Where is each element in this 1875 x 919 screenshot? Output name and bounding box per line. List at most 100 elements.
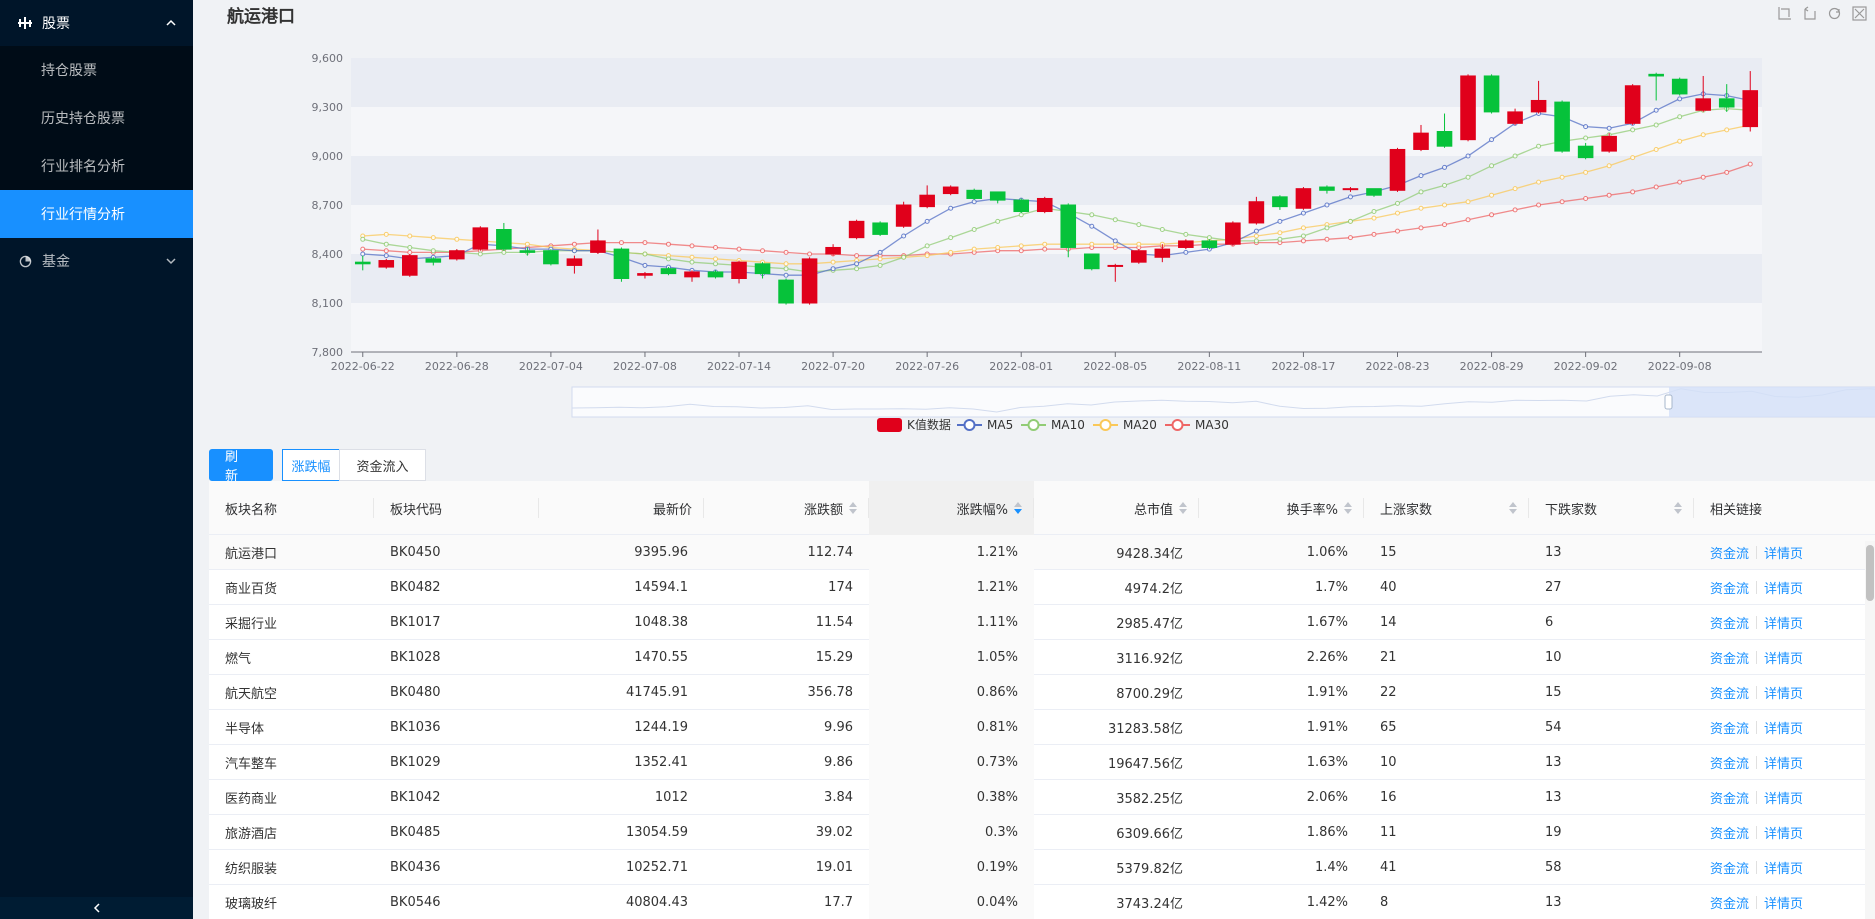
ma30-point bbox=[1536, 202, 1542, 208]
candle-body bbox=[1036, 197, 1053, 213]
table-cell: 19647.56亿 bbox=[1107, 757, 1183, 772]
kline-chart[interactable]: 7,800 8,100 8,400 8,700 9,000 9,300 9,600 2022-… bbox=[209, 0, 1875, 442]
fund-flow-link[interactable]: 资金流 bbox=[1710, 652, 1750, 667]
refresh-button[interactable]: 刷 新 bbox=[209, 449, 273, 484]
detail-page-link[interactable]: 详情页 bbox=[1764, 722, 1804, 737]
tab-fund-flow[interactable]: 资金流入 bbox=[339, 449, 426, 481]
ma30-point bbox=[1559, 199, 1565, 205]
header-turnover-rate[interactable]: 换手率% bbox=[1199, 481, 1364, 535]
detail-page-link[interactable]: 详情页 bbox=[1764, 652, 1804, 667]
fullscreen-icon[interactable] bbox=[1852, 6, 1867, 21]
header-change-percent[interactable]: 涨跌幅% bbox=[869, 481, 1034, 535]
ma10-point bbox=[1206, 235, 1212, 241]
table-row[interactable]: 燃气 BK1028 1470.55 15.29 1.05% 3116.92亿 2.26% 21… bbox=[209, 640, 1875, 675]
ma5-point bbox=[1112, 238, 1118, 244]
restore-icon[interactable] bbox=[1827, 6, 1842, 21]
detail-page-link[interactable]: 详情页 bbox=[1764, 862, 1804, 877]
fund-flow-link[interactable]: 资金流 bbox=[1710, 827, 1750, 842]
sector-table: 板块名称 板块代码 最新价 涨跌额 涨跌幅% 总市值 换手率% 上涨家数 下跌家… bbox=[209, 481, 1875, 919]
detail-page-link[interactable]: 详情页 bbox=[1764, 582, 1804, 597]
header-change-amount[interactable]: 涨跌额 bbox=[704, 481, 869, 535]
table-row[interactable]: 玻璃玻纤 BK0546 40804.43 17.7 0.04% 3743.24亿 1.42%… bbox=[209, 885, 1875, 919]
ma10-point bbox=[689, 259, 695, 265]
ma5-point bbox=[383, 253, 389, 259]
ma10-point bbox=[1489, 163, 1495, 169]
fund-flow-link[interactable]: 资金流 bbox=[1710, 897, 1750, 912]
detail-page-link[interactable]: 详情页 bbox=[1764, 547, 1804, 562]
header-fall-count[interactable]: 下跌家数 bbox=[1529, 481, 1694, 535]
table-row[interactable]: 商业百货 BK0482 14594.1 174 1.21% 4974.2亿 1.7% 40 27… bbox=[209, 570, 1875, 605]
table-row[interactable]: 旅游酒店 BK0485 13054.59 39.02 0.3% 6309.66亿 1.86%… bbox=[209, 815, 1875, 850]
ma10-point bbox=[1583, 135, 1589, 141]
ma5-point bbox=[1653, 107, 1659, 113]
candle-body bbox=[1248, 201, 1265, 224]
table-cell: 58 bbox=[1545, 860, 1562, 875]
candle-body bbox=[801, 258, 818, 304]
header-market-cap[interactable]: 总市值 bbox=[1034, 481, 1199, 535]
fund-flow-link[interactable]: 资金流 bbox=[1710, 757, 1750, 772]
header-label: 涨跌幅% bbox=[956, 502, 1008, 518]
table-row[interactable]: 半导体 BK1036 1244.19 9.96 0.81% 31283.58亿 1.91% 6… bbox=[209, 710, 1875, 745]
ma10-point bbox=[1536, 143, 1542, 149]
zoom-select-icon[interactable] bbox=[1777, 6, 1792, 21]
table-row[interactable]: 汽车整车 BK1029 1352.41 9.86 0.73% 19647.56亿 1.63%… bbox=[209, 745, 1875, 780]
header-label: 上涨家数 bbox=[1380, 502, 1433, 518]
sidebar-item-industry-ranking[interactable]: 行业排名分析 bbox=[0, 142, 193, 190]
table-cell: 13 bbox=[1545, 790, 1562, 805]
fund-flow-link[interactable]: 资金流 bbox=[1710, 722, 1750, 737]
header-label: 下跌家数 bbox=[1545, 502, 1598, 518]
tab-change-percent[interactable]: 涨跌幅 bbox=[282, 449, 340, 481]
ma20-point bbox=[689, 254, 695, 260]
detail-page-link[interactable]: 详情页 bbox=[1764, 757, 1804, 772]
table-cell-links: 资金流 详情页 bbox=[1694, 885, 1875, 919]
table-row[interactable]: 航天航空 BK0480 41745.91 356.78 0.86% 8700.29亿 1.9… bbox=[209, 675, 1875, 710]
table-row[interactable]: 医药商业 BK1042 1012 3.84 0.38% 3582.25亿 2.06% 16 13… bbox=[209, 780, 1875, 815]
zoom-reset-icon[interactable] bbox=[1802, 6, 1817, 21]
menu-group-stocks[interactable]: 股票 bbox=[0, 0, 193, 46]
table-row[interactable]: 采掘行业 BK1017 1048.38 11.54 1.11% 2985.47亿 1.67%… bbox=[209, 605, 1875, 640]
detail-page-link[interactable]: 详情页 bbox=[1764, 687, 1804, 702]
table-cell: BK1028 bbox=[390, 650, 441, 665]
header-label: 总市值 bbox=[1133, 502, 1173, 518]
table-cell-links: 资金流 详情页 bbox=[1694, 710, 1875, 745]
menu-group-funds[interactable]: 基金 bbox=[0, 238, 193, 284]
fund-flow-link[interactable]: 资金流 bbox=[1710, 792, 1750, 807]
table-cell: 采掘行业 bbox=[225, 617, 278, 632]
sidebar-collapse-button[interactable] bbox=[0, 897, 193, 919]
table-scrollbar[interactable] bbox=[1865, 541, 1875, 919]
x-tick-label: 2022-07-08 bbox=[613, 360, 677, 373]
x-tick-label: 2022-09-02 bbox=[1554, 360, 1618, 373]
ma20-point bbox=[1442, 202, 1448, 208]
scrollbar-thumb[interactable] bbox=[1866, 545, 1874, 601]
fund-flow-link[interactable]: 资金流 bbox=[1710, 687, 1750, 702]
y-tick-label: 9,000 bbox=[312, 150, 344, 163]
table-row[interactable]: 纺织服装 BK0436 10252.71 19.01 0.19% 5379.82亿 1.4%… bbox=[209, 850, 1875, 885]
ma5-point bbox=[877, 249, 883, 255]
y-tick-label: 9,600 bbox=[312, 52, 344, 65]
fund-flow-link[interactable]: 资金流 bbox=[1710, 582, 1750, 597]
candle-body bbox=[1366, 188, 1382, 196]
sidebar-item-history-holdings[interactable]: 历史持仓股票 bbox=[0, 94, 193, 142]
ma20-point bbox=[1653, 146, 1659, 152]
table-cell: 8700.29亿 bbox=[1116, 687, 1183, 702]
ma30-point bbox=[713, 244, 719, 250]
candle-body bbox=[1342, 188, 1359, 191]
sidebar: 股票 持仓股票 历史持仓股票 行业排名分析 行业行情分析 基金 bbox=[0, 0, 193, 919]
ma30-point bbox=[760, 248, 766, 254]
header-rise-count[interactable]: 上涨家数 bbox=[1364, 481, 1529, 535]
sidebar-item-industry-market[interactable]: 行业行情分析 bbox=[0, 190, 193, 238]
sidebar-item-holdings[interactable]: 持仓股票 bbox=[0, 46, 193, 94]
ma10-point bbox=[713, 261, 719, 267]
detail-page-link[interactable]: 详情页 bbox=[1764, 897, 1804, 912]
fund-flow-link[interactable]: 资金流 bbox=[1710, 547, 1750, 562]
table-cell: 41745.91 bbox=[625, 685, 688, 700]
candle-body bbox=[848, 220, 865, 239]
detail-page-link[interactable]: 详情页 bbox=[1764, 617, 1804, 632]
detail-page-link[interactable]: 详情页 bbox=[1764, 827, 1804, 842]
fund-flow-link[interactable]: 资金流 bbox=[1710, 862, 1750, 877]
ma5-point bbox=[571, 248, 577, 254]
fund-flow-link[interactable]: 资金流 bbox=[1710, 617, 1750, 632]
table-cell: 6309.66亿 bbox=[1116, 827, 1183, 842]
table-row[interactable]: 航运港口 BK0450 9395.96 112.74 1.21% 9428.34亿 1.06… bbox=[209, 535, 1875, 570]
detail-page-link[interactable]: 详情页 bbox=[1764, 792, 1804, 807]
